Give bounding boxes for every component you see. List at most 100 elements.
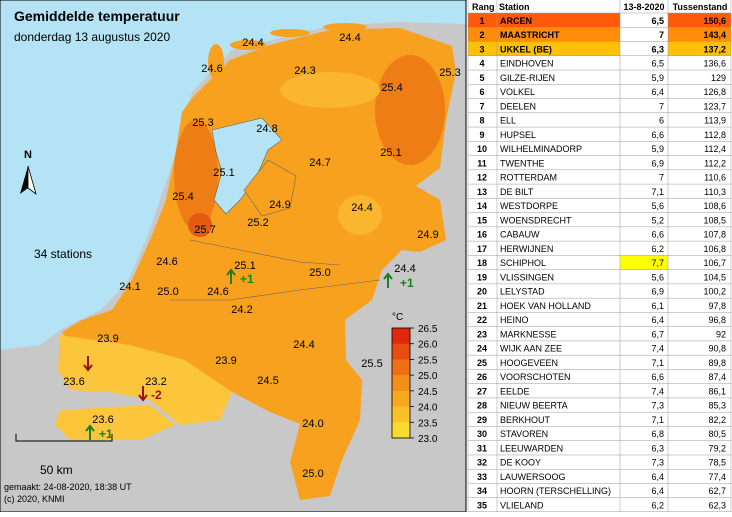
station-value: 25.3 xyxy=(439,67,460,79)
north-arrow xyxy=(20,166,28,194)
row-highlight xyxy=(668,41,731,56)
station-value: 23.6 xyxy=(63,376,84,388)
station-value: 24.6 xyxy=(201,63,222,75)
table-cell: LEEUWARDEN xyxy=(500,443,563,453)
table-cell: 6,2 xyxy=(651,501,664,511)
table-cell: 6,5 xyxy=(651,16,664,26)
cool-area xyxy=(280,72,380,108)
table-cell: MAASTRICHT xyxy=(500,30,560,40)
table-cell: 23 xyxy=(477,329,487,339)
table-cell: ROTTERDAM xyxy=(500,173,557,183)
table-header: 13-8-2020 xyxy=(623,2,664,12)
table-cell: 2 xyxy=(479,30,484,40)
legend-label: 24.0 xyxy=(418,403,438,414)
change-arrow xyxy=(85,424,95,440)
station-value: 25.7 xyxy=(194,224,215,236)
table-cell: EINDHOVEN xyxy=(500,59,554,69)
legend-label: 26.5 xyxy=(418,324,438,335)
table-cell: 19 xyxy=(477,272,487,282)
warm-area xyxy=(174,120,218,230)
table-cell: HERWIJNEN xyxy=(500,244,553,254)
table-cell: 34 xyxy=(477,486,487,496)
table-cell: STAVOREN xyxy=(500,429,548,439)
table-cell: 137,2 xyxy=(703,44,726,54)
station-value: 24.7 xyxy=(309,157,330,169)
table-cell: 7,4 xyxy=(651,344,664,354)
table-cell: 96,8 xyxy=(708,315,726,325)
row-highlight xyxy=(468,41,497,56)
legend-swatch xyxy=(392,328,410,345)
table-cell: VLIELAND xyxy=(500,501,544,511)
table-cell: VLISSINGEN xyxy=(500,272,554,282)
table-cell: 6,4 xyxy=(651,315,664,325)
table-cell: 79,2 xyxy=(708,443,726,453)
table-cell: ARCEN xyxy=(500,16,532,26)
table-cell: 7,4 xyxy=(651,386,664,396)
island xyxy=(230,40,266,50)
table-cell: 9 xyxy=(479,130,484,140)
table-cell: 6,9 xyxy=(651,158,664,168)
table-cell: 31 xyxy=(477,443,487,453)
table-cell: 110,6 xyxy=(704,173,726,183)
station-value: 24.2 xyxy=(231,304,252,316)
table-cell: 110,3 xyxy=(704,187,726,197)
station-value: 24.5 xyxy=(257,375,278,387)
ijsselmeer xyxy=(211,117,283,215)
table-cell: 28 xyxy=(477,401,487,411)
legend-swatch xyxy=(392,359,410,376)
table-cell: 6,3 xyxy=(651,443,664,453)
station-value: 25.4 xyxy=(172,191,193,203)
legend-swatch xyxy=(392,375,410,392)
table-cell: 26 xyxy=(477,372,487,382)
table-cell: 11 xyxy=(477,158,487,168)
station-value: 25.0 xyxy=(302,468,323,480)
table-cell: HOEK VAN HOLLAND xyxy=(500,301,591,311)
table-cell: 112,2 xyxy=(704,158,726,168)
legend-label: 23.0 xyxy=(418,434,438,445)
table-cell: 6,4 xyxy=(651,486,664,496)
table-cell: 112,4 xyxy=(704,144,726,154)
station-value: 24.9 xyxy=(269,199,290,211)
table-cell: 87,4 xyxy=(708,372,726,382)
table-cell: 100,2 xyxy=(703,287,726,297)
table-cell: 4 xyxy=(479,59,484,69)
table-cell: LAUWERSOOG xyxy=(500,472,566,482)
table-cell: WOENSDRECHT xyxy=(500,215,572,225)
table-cell: 113,9 xyxy=(704,116,726,126)
table-cell: 5,6 xyxy=(651,201,664,211)
table-cell: 20 xyxy=(477,287,487,297)
table-cell: 6,1 xyxy=(651,301,664,311)
legend-swatch xyxy=(392,343,410,360)
station-value: 24.9 xyxy=(417,229,438,241)
table-cell: 7 xyxy=(479,101,484,111)
station-value: 24.4 xyxy=(242,37,263,49)
legend-label: 26.0 xyxy=(418,340,438,351)
table-cell: 6 xyxy=(659,116,664,126)
table-cell: 7,1 xyxy=(651,358,664,368)
change-label: +1 xyxy=(99,427,113,441)
change-label: +1 xyxy=(240,272,254,286)
change-label: +1 xyxy=(400,276,414,290)
table-cell: LELYSTAD xyxy=(500,287,545,297)
table-cell: HUPSEL xyxy=(500,130,536,140)
warm-area xyxy=(375,55,445,165)
table-cell: 136,6 xyxy=(703,59,726,69)
table-cell: 77,4 xyxy=(708,472,726,482)
table-cell: 97,8 xyxy=(708,301,726,311)
table-cell: 13 xyxy=(477,187,487,197)
table-cell: EELDE xyxy=(500,386,530,396)
table-cell: 29 xyxy=(477,415,487,425)
scale-bar xyxy=(15,434,113,442)
row-highlight xyxy=(668,27,731,42)
made-note: gemaakt: 24-08-2020, 18:38 UT xyxy=(4,482,132,492)
station-value: 24.4 xyxy=(351,202,372,214)
table-cell: DEELEN xyxy=(500,101,536,111)
table-cell: 17 xyxy=(477,244,487,254)
table-cell: HOORN (TERSCHELLING) xyxy=(500,486,611,496)
river xyxy=(170,279,381,301)
station-value: 24.6 xyxy=(207,286,228,298)
stations-note: 34 stations xyxy=(34,247,92,261)
table-cell: WIJK AAN ZEE xyxy=(500,344,562,354)
table-cell: VOLKEL xyxy=(500,87,535,97)
table-cell: 5,9 xyxy=(651,73,664,83)
